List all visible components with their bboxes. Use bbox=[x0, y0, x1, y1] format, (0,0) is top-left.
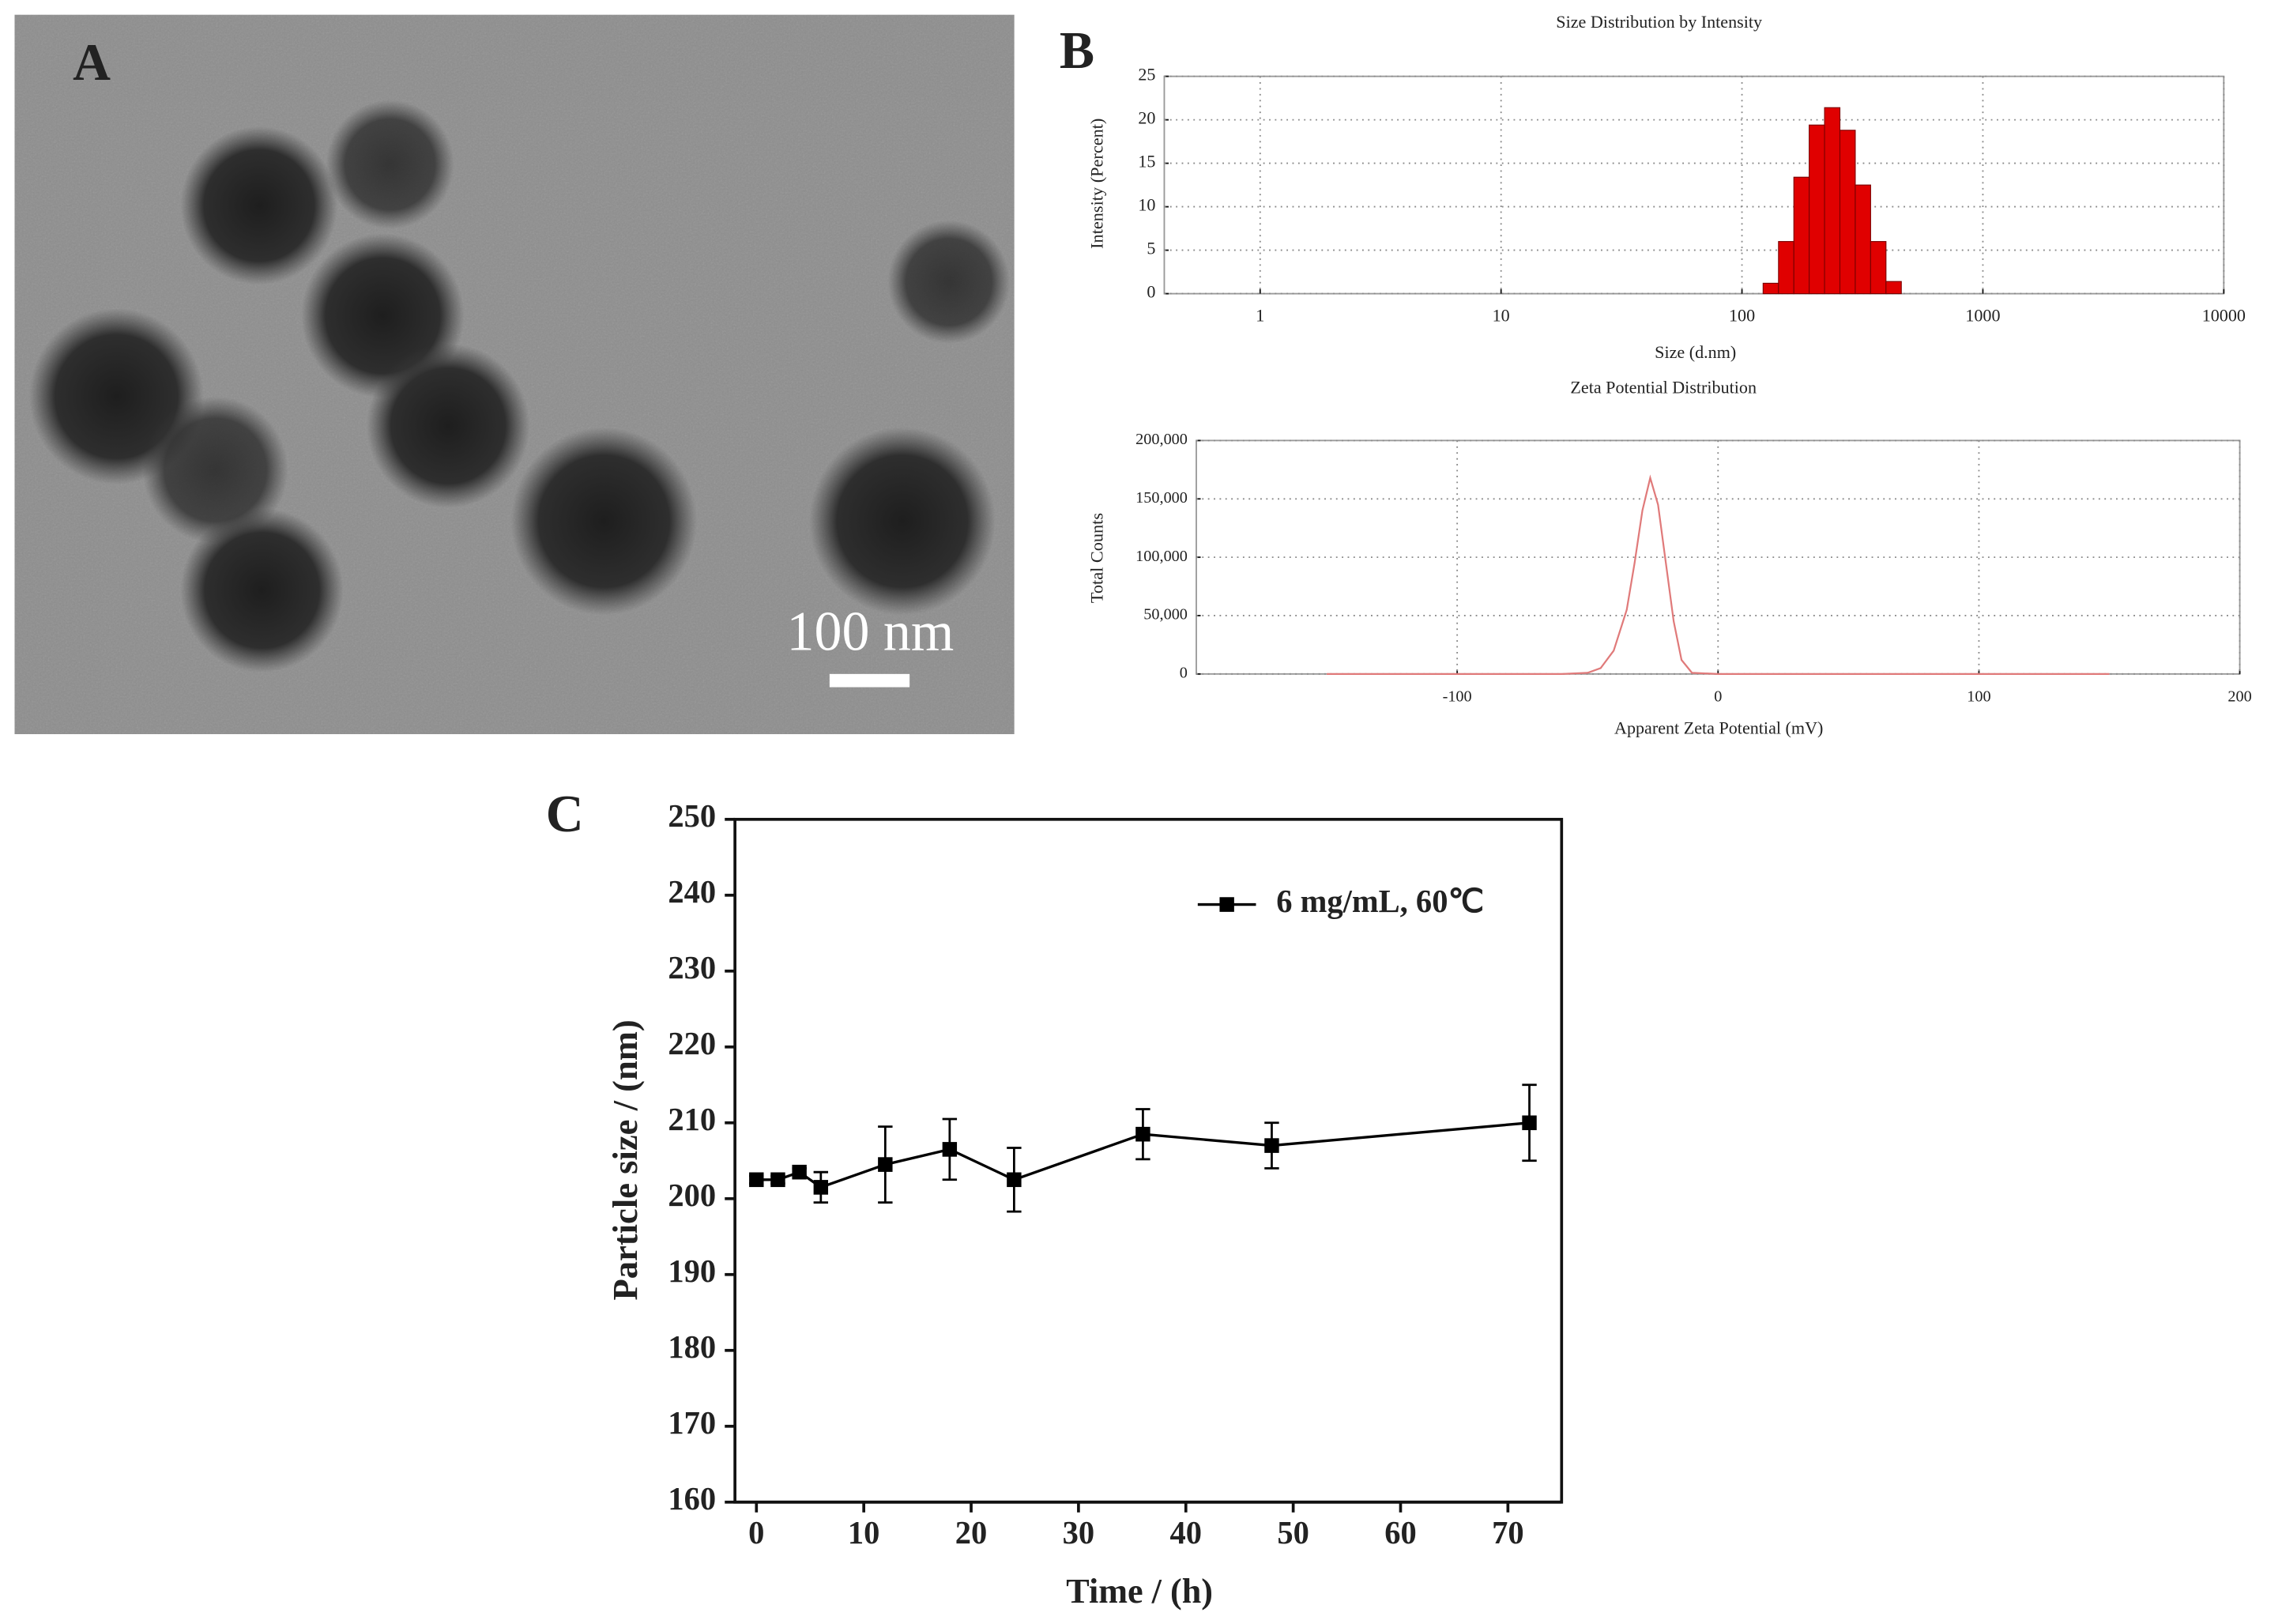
y-tick-label: 200 bbox=[668, 1177, 716, 1213]
x-tick-label: 10 bbox=[1493, 305, 1510, 325]
x-tick-label: 30 bbox=[1063, 1515, 1095, 1551]
x-tick-label: 200 bbox=[2227, 688, 2251, 705]
y-tick-label: 20 bbox=[1138, 108, 1155, 128]
bar bbox=[1885, 281, 1902, 295]
y-tick-label: 180 bbox=[668, 1329, 716, 1365]
panel-label: C bbox=[546, 786, 584, 843]
bar bbox=[1809, 124, 1825, 295]
x-tick-label: 20 bbox=[955, 1515, 988, 1551]
marker bbox=[878, 1157, 893, 1172]
panel-label: A bbox=[73, 34, 111, 92]
chart-title: Size Distribution by Intensity bbox=[1556, 12, 1762, 32]
scale-bar-label: 100 nm bbox=[786, 601, 954, 662]
x-tick-label: 50 bbox=[1277, 1515, 1309, 1551]
marker bbox=[942, 1142, 958, 1157]
x-tick-label: 1000 bbox=[1965, 305, 2000, 325]
x-tick-label: 1 bbox=[1256, 305, 1264, 325]
x-tick-label: 70 bbox=[1492, 1515, 1524, 1551]
marker bbox=[792, 1164, 807, 1180]
marker bbox=[770, 1172, 785, 1188]
plot-frame bbox=[733, 817, 1564, 1504]
x-tick-label: 100 bbox=[1967, 688, 1990, 705]
x-tick-label: 0 bbox=[748, 1515, 764, 1551]
y-axis-label: Particle size / (nm) bbox=[605, 1019, 645, 1300]
y-tick-label: 50,000 bbox=[1143, 606, 1188, 624]
y-tick-label: 100,000 bbox=[1135, 548, 1188, 565]
x-tick-label: 10000 bbox=[2202, 305, 2246, 325]
line bbox=[1327, 474, 2110, 675]
line bbox=[756, 1121, 1530, 1189]
plot-frame bbox=[1163, 75, 2225, 295]
y-tick-label: 220 bbox=[668, 1026, 716, 1061]
marker bbox=[1522, 1115, 1537, 1131]
micrograph: 100 nm A bbox=[14, 14, 1015, 735]
x-tick-label: 0 bbox=[1714, 688, 1722, 705]
y-tick-label: 230 bbox=[668, 950, 716, 985]
y-tick-label: 15 bbox=[1138, 152, 1155, 171]
y-tick-label: 170 bbox=[668, 1405, 716, 1441]
legend-label: 6 mg/mL, 60℃ bbox=[1276, 884, 1484, 919]
x-tick-label: 60 bbox=[1384, 1515, 1417, 1551]
marker bbox=[813, 1180, 829, 1195]
y-tick-label: 190 bbox=[668, 1253, 716, 1289]
x-axis-label: Time / (h) bbox=[1066, 1571, 1213, 1611]
y-tick-label: 160 bbox=[668, 1481, 716, 1517]
bar bbox=[1839, 130, 1856, 295]
marker bbox=[1264, 1138, 1279, 1153]
bar bbox=[1778, 241, 1794, 295]
y-tick-label: 200,000 bbox=[1135, 431, 1188, 448]
bar bbox=[1762, 282, 1779, 295]
y-tick-label: 5 bbox=[1147, 239, 1155, 258]
marker bbox=[1007, 1172, 1022, 1188]
y-tick-label: 0 bbox=[1147, 282, 1155, 302]
y-tick-label: 240 bbox=[668, 874, 716, 910]
y-tick-label: 10 bbox=[1138, 195, 1155, 215]
y-tick-label: 250 bbox=[668, 798, 716, 834]
x-axis-label: Apparent Zeta Potential (mV) bbox=[1614, 718, 1823, 737]
chart-title: Zeta Potential Distribution bbox=[1570, 377, 1757, 397]
x-tick-label: 40 bbox=[1170, 1515, 1203, 1551]
bar bbox=[1793, 176, 1810, 295]
x-tick-label: -100 bbox=[1443, 688, 1472, 705]
y-axis-label: Total Counts bbox=[1087, 513, 1107, 603]
legend-marker bbox=[1219, 897, 1234, 912]
y-tick-label: 210 bbox=[668, 1102, 716, 1137]
y-tick-label: 0 bbox=[1180, 664, 1188, 681]
y-axis-label: Intensity (Percent) bbox=[1087, 119, 1107, 249]
y-tick-label: 25 bbox=[1138, 65, 1155, 85]
marker bbox=[749, 1172, 764, 1188]
scale-bar bbox=[829, 673, 910, 688]
panel-label: B bbox=[1060, 22, 1094, 80]
marker bbox=[1135, 1126, 1150, 1142]
x-tick-label: 10 bbox=[848, 1515, 880, 1551]
y-tick-label: 150,000 bbox=[1135, 489, 1188, 507]
x-axis-label: Size (d.nm) bbox=[1655, 342, 1736, 362]
bar bbox=[1870, 241, 1887, 295]
bar bbox=[1855, 184, 1871, 295]
bar bbox=[1824, 107, 1841, 295]
plot-frame bbox=[1196, 439, 2241, 675]
x-tick-label: 100 bbox=[1729, 305, 1755, 325]
